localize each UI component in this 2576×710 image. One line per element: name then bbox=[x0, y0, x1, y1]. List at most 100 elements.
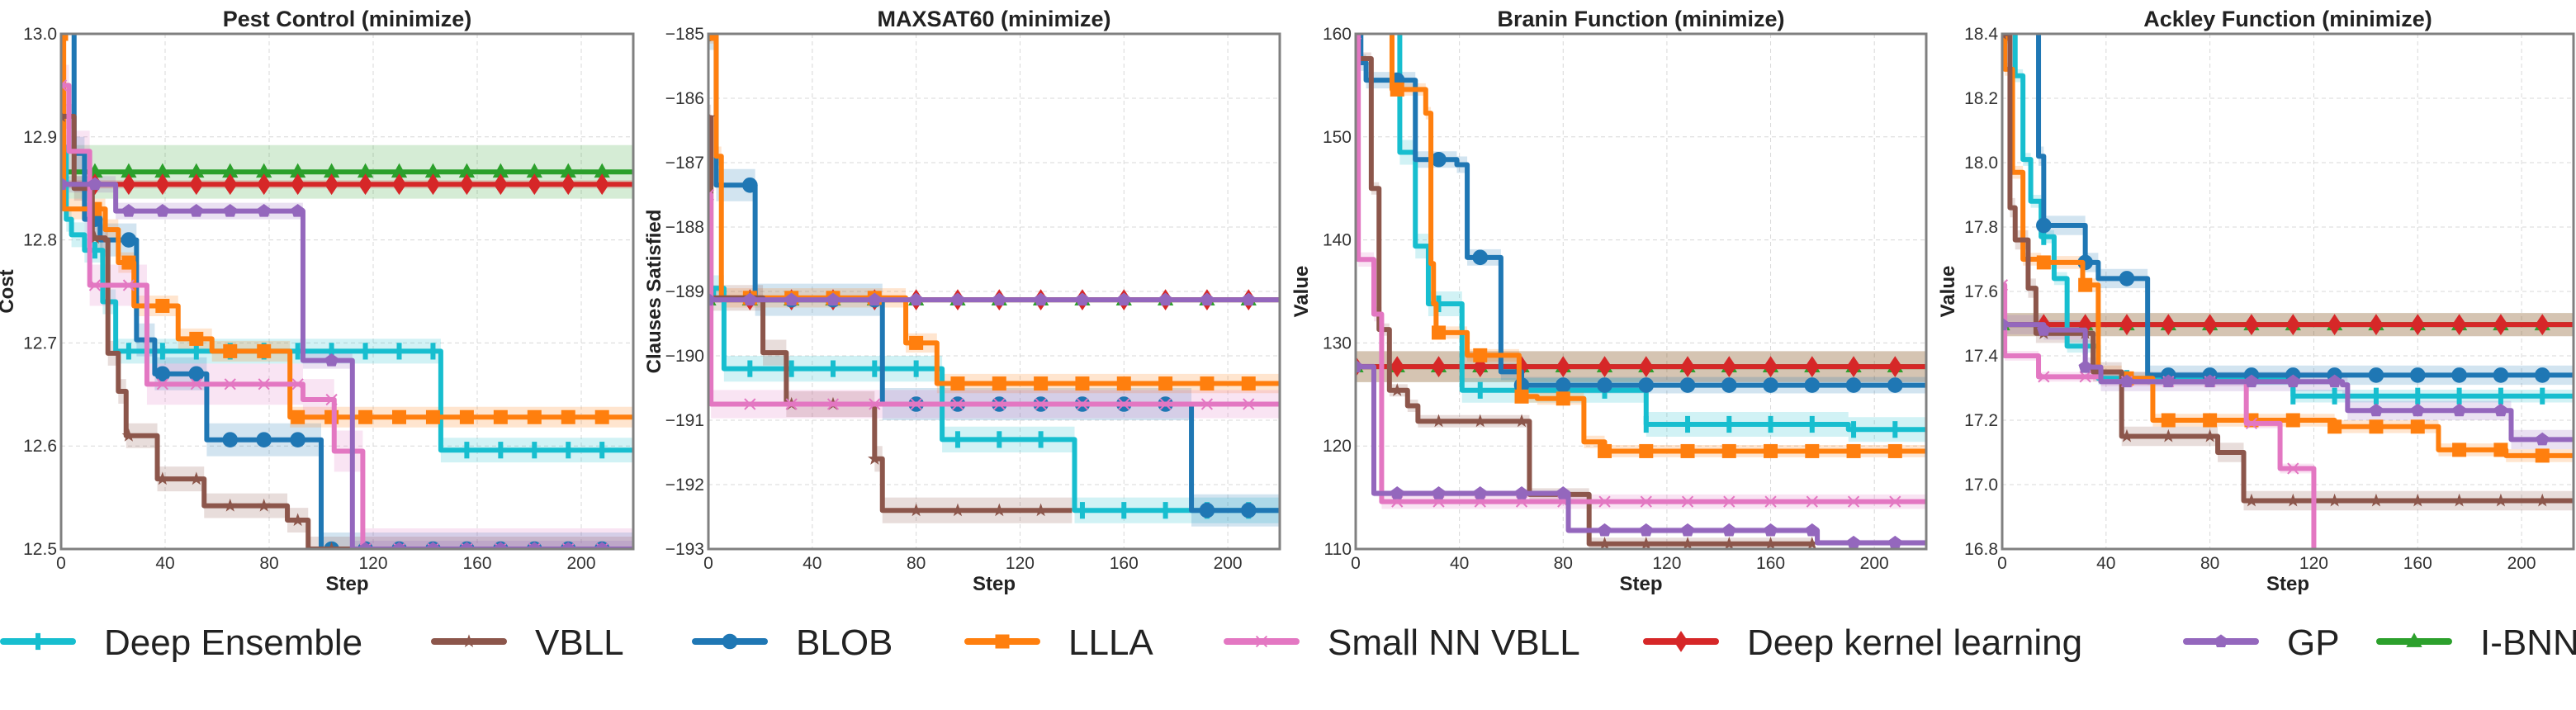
legend-item-i-bnn: I-BNN bbox=[2376, 622, 2576, 663]
marker-blob bbox=[121, 232, 137, 248]
marker-deep-ensemble bbox=[2373, 387, 2379, 405]
marker-gp bbox=[155, 204, 170, 217]
marker-blob bbox=[2534, 367, 2550, 383]
y-tick-label: 12.5 bbox=[23, 540, 57, 559]
line-deep-ensemble bbox=[2012, 34, 2574, 399]
marker-vbll bbox=[2452, 493, 2466, 507]
x-tick-label: 200 bbox=[1214, 554, 1243, 573]
marker-blob bbox=[222, 432, 239, 448]
legend-item-vbll: VBLL bbox=[431, 622, 624, 663]
y-tick-label: 12.9 bbox=[23, 128, 57, 147]
marker-llla bbox=[1764, 443, 1778, 458]
marker-llla bbox=[561, 409, 575, 424]
marker-deep-ensemble bbox=[362, 343, 368, 360]
marker-small-nn-vbll bbox=[1847, 495, 1860, 508]
x-tick-label: 80 bbox=[907, 554, 926, 573]
legend-label: I-BNN bbox=[2480, 622, 2576, 663]
marker-small-nn-vbll bbox=[2079, 371, 2091, 383]
marker-llla bbox=[223, 343, 238, 358]
x-tick-label: 40 bbox=[803, 554, 822, 573]
x-tick-label: 120 bbox=[2299, 554, 2328, 573]
marker-vbll bbox=[2244, 493, 2259, 507]
marker-gp bbox=[1722, 523, 1736, 537]
marker-gp bbox=[868, 292, 882, 306]
marker-deep-kernel-learning bbox=[459, 173, 475, 196]
marker-deep-kernel-learning bbox=[425, 173, 441, 196]
marker-deep-kernel-learning bbox=[2244, 314, 2259, 336]
marker-blob bbox=[2409, 367, 2426, 383]
marker-deep-kernel-learning bbox=[1680, 356, 1695, 378]
marker-deep-kernel-learning bbox=[493, 173, 508, 196]
y-tick-label: 13.0 bbox=[23, 25, 57, 44]
marker-gp bbox=[1639, 523, 1653, 537]
marker-small-nn-vbll bbox=[826, 398, 840, 410]
band-llla bbox=[61, 34, 633, 428]
x-tick-label: 120 bbox=[1006, 554, 1035, 573]
y-tick-label: 17.6 bbox=[1964, 282, 1998, 301]
marker-gp bbox=[121, 204, 136, 217]
marker-deep-ensemble bbox=[566, 442, 571, 459]
marker-gp bbox=[1598, 523, 1612, 537]
marker-deep-ensemble bbox=[1892, 421, 1898, 438]
marker-deep-ensemble bbox=[1121, 502, 1127, 519]
y-tick-label: −190 bbox=[665, 347, 704, 366]
marker-gp bbox=[528, 542, 542, 549]
marker-llla bbox=[1158, 376, 1173, 391]
x-tick-label: 0 bbox=[703, 554, 713, 573]
x-tick-label: 160 bbox=[2403, 554, 2432, 573]
x-tick-label: 200 bbox=[566, 554, 595, 573]
chart-title: MAXSAT60 (minimize) bbox=[877, 7, 1110, 31]
marker-blob bbox=[2036, 217, 2052, 234]
x-tick-label: 200 bbox=[2507, 554, 2536, 573]
marker-gp bbox=[1432, 485, 1446, 499]
y-axis-label: Cost bbox=[0, 269, 18, 313]
y-tick-label: 12.7 bbox=[23, 334, 57, 353]
marker-vbll bbox=[2369, 493, 2384, 507]
marker-deep-ensemble bbox=[1685, 415, 1691, 433]
marker-llla bbox=[1034, 376, 1049, 391]
marker-deep-kernel-learning bbox=[2535, 314, 2550, 336]
marker-deep-ensemble bbox=[2540, 387, 2545, 405]
marker-llla bbox=[2452, 443, 2467, 457]
marker-small-nn-vbll bbox=[1035, 398, 1047, 410]
marker-gp bbox=[708, 292, 716, 306]
marker-small-nn-vbll bbox=[190, 378, 202, 390]
marker-vbll bbox=[909, 503, 923, 517]
x-tick-label: 160 bbox=[462, 554, 491, 573]
marker-small-nn-vbll bbox=[1764, 495, 1777, 508]
y-tick-label: −187 bbox=[665, 154, 704, 173]
marker-vbll bbox=[1034, 503, 1048, 517]
marker-gp bbox=[1200, 292, 1215, 306]
marker-blob bbox=[1431, 151, 1447, 168]
chart-ackley-function-minimize: 0 40 80 120 160 200 16.8 17.0 17.2 17.4 17.6 17.8 18… bbox=[1937, 7, 2575, 595]
axes-frame bbox=[2001, 32, 2575, 551]
y-axis-label: Clauses Satisfied bbox=[643, 210, 665, 374]
marker-llla bbox=[392, 409, 406, 424]
chart-pest-control-minimize: 0 40 80 120 160 200 12.5 12.6 12.7 12.8 12.9 13.0 Pe… bbox=[0, 7, 635, 595]
marker-deep-kernel-learning bbox=[223, 173, 238, 196]
marker-gp bbox=[1075, 292, 1090, 306]
marker-gp bbox=[743, 292, 757, 306]
marker-vbll bbox=[2285, 493, 2300, 507]
marker-small-nn-vbll bbox=[61, 79, 68, 92]
marker-small-nn-vbll bbox=[1243, 398, 1255, 410]
marker-llla bbox=[1514, 389, 1529, 404]
marker-deep-kernel-learning bbox=[1639, 356, 1654, 378]
marker-llla bbox=[1075, 376, 1090, 391]
marker-gp bbox=[223, 204, 237, 217]
marker-small-nn-vbll bbox=[785, 398, 798, 410]
marker-deep-ensemble bbox=[1851, 421, 1857, 438]
x-tick-label: 160 bbox=[1756, 554, 1785, 573]
marker-llla bbox=[1598, 443, 1612, 458]
band-small-nn-vbll bbox=[708, 180, 1280, 419]
marker-llla bbox=[61, 34, 69, 41]
marker-vbll bbox=[1721, 537, 1736, 549]
marker-deep-ensemble bbox=[1477, 381, 1483, 399]
series-layer bbox=[708, 34, 1280, 527]
marker-vbll bbox=[223, 498, 238, 512]
marker-gp bbox=[950, 292, 965, 306]
marker-deep-ensemble bbox=[498, 442, 504, 459]
legend-marker-circle-icon bbox=[722, 633, 738, 650]
marker-vbll bbox=[2119, 428, 2134, 443]
marker-deep-kernel-learning bbox=[2203, 314, 2218, 336]
